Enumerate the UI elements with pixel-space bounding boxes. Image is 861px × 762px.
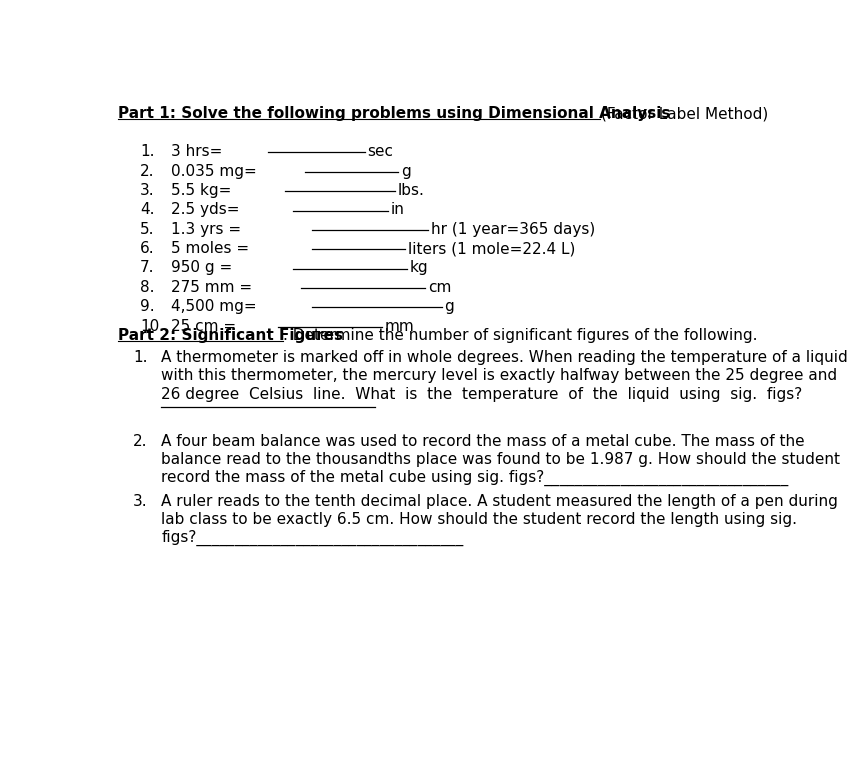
Text: . Determine the number of significant figures of the following.: . Determine the number of significant fi… — [283, 328, 757, 343]
Text: Part 2: Significant Figures: Part 2: Significant Figures — [118, 328, 343, 343]
Text: g: g — [444, 299, 454, 314]
Text: cm: cm — [427, 280, 450, 295]
Text: 2.5 yds=: 2.5 yds= — [171, 203, 239, 217]
Text: hr (1 year=365 days): hr (1 year=365 days) — [430, 222, 595, 237]
Text: 1.3 yrs =: 1.3 yrs = — [171, 222, 241, 237]
Text: 275 mm =: 275 mm = — [171, 280, 252, 295]
Text: 3.: 3. — [133, 494, 147, 508]
Text: 1.: 1. — [139, 144, 154, 159]
Text: 5.: 5. — [139, 222, 154, 237]
Text: 9.: 9. — [139, 299, 154, 314]
Text: g: g — [400, 164, 411, 178]
Text: A four beam balance was used to record the mass of a metal cube. The mass of the: A four beam balance was used to record t… — [161, 434, 804, 449]
Text: A thermometer is marked off in whole degrees. When reading the temperature of a : A thermometer is marked off in whole deg… — [161, 351, 847, 365]
Text: 4.: 4. — [139, 203, 154, 217]
Text: 26 degree  Celsius  line.  What  is  the  temperature  of  the  liquid  using  s: 26 degree Celsius line. What is the temp… — [161, 386, 802, 402]
Text: 3.: 3. — [139, 183, 154, 198]
Text: mm: mm — [384, 319, 413, 334]
Text: record the mass of the metal cube using sig. figs?______________________________: record the mass of the metal cube using … — [161, 470, 788, 486]
Text: 5.5 kg=: 5.5 kg= — [171, 183, 232, 198]
Text: 7.: 7. — [139, 261, 154, 275]
Text: sec: sec — [367, 144, 393, 159]
Text: lab class to be exactly 6.5 cm. How should the student record the length using s: lab class to be exactly 6.5 cm. How shou… — [161, 512, 796, 527]
Text: 10.: 10. — [139, 319, 164, 334]
Text: figs?___________________________________: figs?___________________________________ — [161, 530, 463, 546]
Text: liters (1 mole=22.4 L): liters (1 mole=22.4 L) — [407, 241, 574, 256]
Text: 2.: 2. — [133, 434, 147, 449]
Text: 1.: 1. — [133, 351, 147, 365]
Text: balance read to the thousandths place was found to be 1.987 g. How should the st: balance read to the thousandths place wa… — [161, 452, 839, 467]
Text: kg: kg — [409, 261, 428, 275]
Text: 8.: 8. — [139, 280, 154, 295]
Text: 6.: 6. — [139, 241, 154, 256]
Text: 5 moles =: 5 moles = — [171, 241, 249, 256]
Text: Part 1: Solve the following problems using Dimensional Analysis: Part 1: Solve the following problems usi… — [118, 106, 669, 121]
Text: 0.035 mg=: 0.035 mg= — [171, 164, 257, 178]
Text: 950 g =: 950 g = — [171, 261, 232, 275]
Text: with this thermometer, the mercury level is exactly halfway between the 25 degre: with this thermometer, the mercury level… — [161, 368, 836, 383]
Text: (Factor Label Method): (Factor Label Method) — [600, 106, 767, 121]
Text: 25 cm =: 25 cm = — [171, 319, 236, 334]
Text: 2.: 2. — [139, 164, 154, 178]
Text: 4,500 mg=: 4,500 mg= — [171, 299, 257, 314]
Text: 3 hrs=: 3 hrs= — [171, 144, 222, 159]
Text: lbs.: lbs. — [397, 183, 424, 198]
Text: A ruler reads to the tenth decimal place. A student measured the length of a pen: A ruler reads to the tenth decimal place… — [161, 494, 837, 508]
Text: in: in — [391, 203, 405, 217]
